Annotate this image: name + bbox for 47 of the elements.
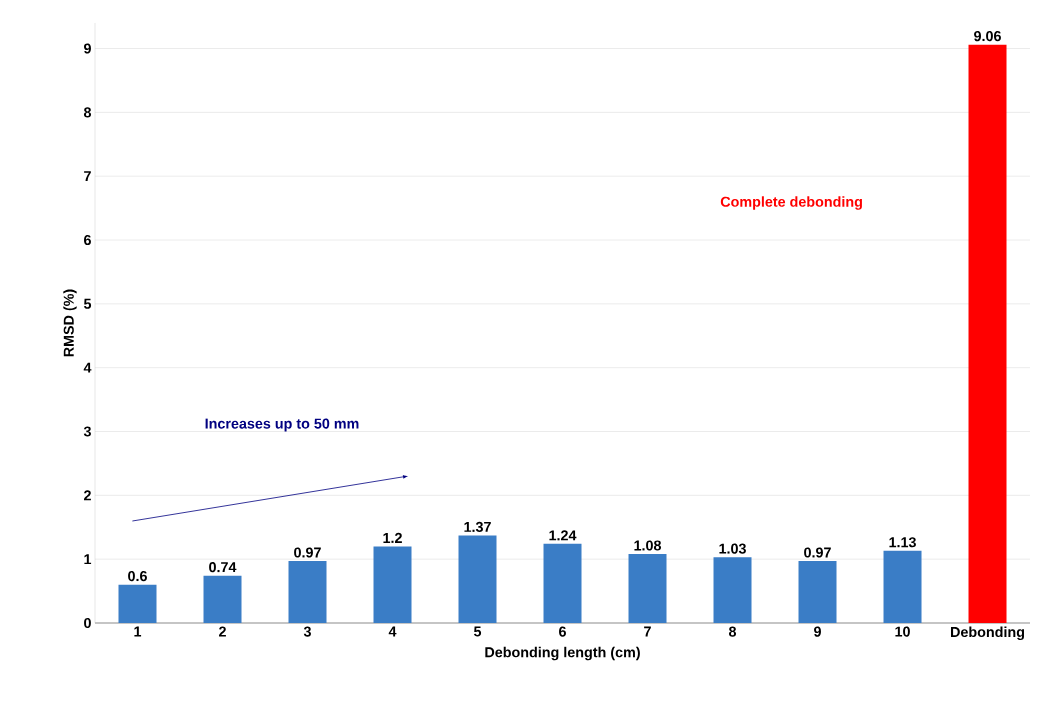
x-tick-label: 5 <box>473 626 482 637</box>
x-tick-label: 9 <box>814 626 821 637</box>
x-tick-label: 3 <box>303 626 311 637</box>
y-tick-label: 1 <box>84 554 92 565</box>
y-tick-label: 5 <box>83 298 92 309</box>
bar <box>798 561 837 623</box>
y-axis-title: RMSD (%) <box>63 289 77 357</box>
bar <box>628 554 667 623</box>
data-label: 0.97 <box>804 547 831 558</box>
data-label: 1.2 <box>383 532 402 543</box>
x-tick-label: 6 <box>559 626 566 637</box>
y-tick-label: 0 <box>84 617 91 629</box>
y-tick-label: 3 <box>83 426 91 437</box>
data-label: 1.37 <box>464 521 491 533</box>
x-tick-label: 2 <box>219 626 226 637</box>
data-label: 1.08 <box>634 540 662 551</box>
bar <box>713 557 752 623</box>
data-label: 9.06 <box>974 31 1001 42</box>
bar <box>373 546 412 623</box>
y-tick-label: 8 <box>83 107 92 118</box>
y-tick-label: 6 <box>84 234 91 246</box>
bar <box>883 550 922 623</box>
data-label: 1.24 <box>549 530 577 541</box>
data-label: 1.03 <box>719 543 746 554</box>
bar <box>118 584 157 623</box>
y-tick-label: 9 <box>84 43 91 54</box>
annotation: Complete debonding <box>720 196 862 210</box>
x-tick-label: 4 <box>388 626 397 637</box>
x-tick-label: 1 <box>134 626 142 637</box>
x-axis-title: Debonding length (cm) <box>485 646 640 661</box>
y-tick-label: 7 <box>84 171 91 182</box>
x-tick-label: 10 <box>895 626 910 637</box>
data-label: 0.6 <box>128 571 147 582</box>
x-tick-label: 8 <box>728 626 737 637</box>
bar <box>203 575 242 623</box>
data-label: 0.74 <box>209 562 237 573</box>
y-tick-label: 2 <box>84 490 91 501</box>
data-label: 1.13 <box>889 537 916 548</box>
annotation: Increases up to 50 mm <box>205 418 359 432</box>
y-tick-label: 4 <box>83 362 92 373</box>
x-tick-label: Debonding <box>951 626 1025 640</box>
bar <box>543 543 582 623</box>
x-tick-label: 7 <box>644 626 651 637</box>
bar <box>458 535 497 623</box>
data-label: 0.97 <box>294 547 321 558</box>
bar <box>968 44 1007 623</box>
bar <box>288 561 327 623</box>
